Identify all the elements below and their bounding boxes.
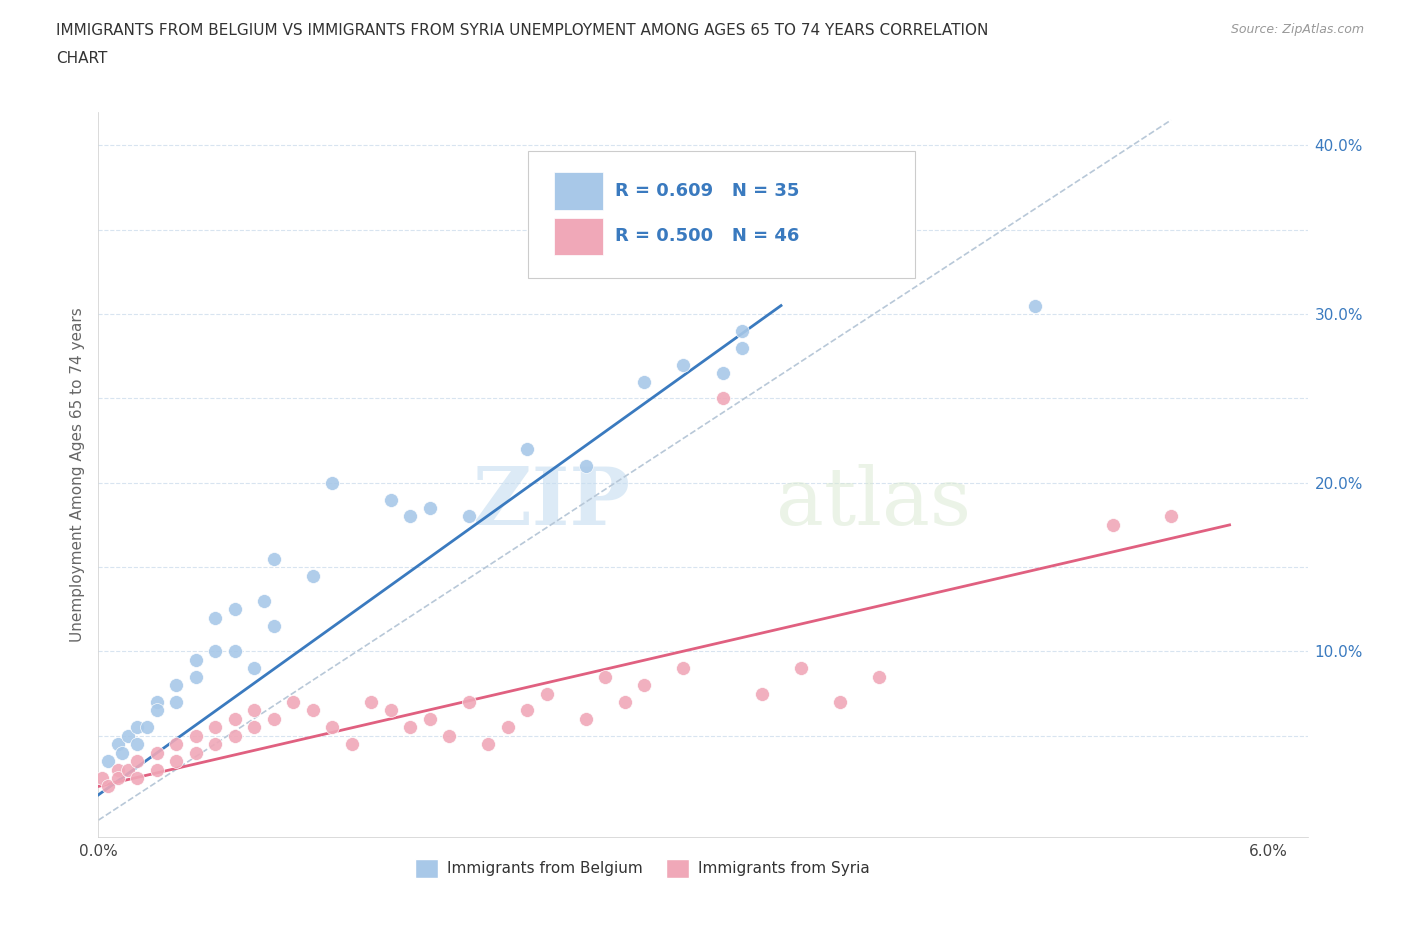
FancyBboxPatch shape	[554, 172, 603, 209]
Point	[263, 711, 285, 726]
Point	[117, 762, 139, 777]
Point	[575, 711, 598, 726]
Text: atlas: atlas	[776, 464, 970, 542]
FancyBboxPatch shape	[554, 218, 603, 255]
Point	[243, 661, 266, 676]
Point	[146, 762, 169, 777]
Point	[224, 644, 246, 658]
Point	[458, 695, 481, 710]
Point	[243, 720, 266, 735]
Point	[321, 720, 343, 735]
Point	[477, 737, 499, 751]
Point	[111, 745, 134, 760]
Point	[614, 695, 637, 710]
Point	[731, 324, 754, 339]
Point	[1024, 299, 1046, 313]
Point	[204, 720, 226, 735]
Point	[633, 678, 655, 693]
Point	[107, 762, 129, 777]
Point	[224, 728, 246, 743]
Point	[127, 720, 149, 735]
Point	[165, 678, 187, 693]
Point	[828, 695, 851, 710]
Text: ZIP: ZIP	[474, 464, 630, 542]
Point	[204, 644, 226, 658]
Text: Source: ZipAtlas.com: Source: ZipAtlas.com	[1230, 23, 1364, 36]
Point	[165, 695, 187, 710]
Point	[184, 670, 207, 684]
Point	[419, 500, 441, 515]
Point	[595, 670, 617, 684]
Point	[380, 703, 402, 718]
Point	[165, 753, 187, 768]
Point	[107, 771, 129, 786]
Point	[146, 703, 169, 718]
Point	[731, 340, 754, 355]
Point	[321, 475, 343, 490]
Text: CHART: CHART	[56, 51, 108, 66]
Point	[1160, 509, 1182, 524]
Point	[302, 703, 325, 718]
Point	[263, 551, 285, 566]
Point	[399, 720, 422, 735]
Point	[711, 365, 734, 380]
Point	[97, 753, 120, 768]
Point	[127, 771, 149, 786]
Point	[146, 745, 169, 760]
Point	[283, 695, 305, 710]
Text: R = 0.609   N = 35: R = 0.609 N = 35	[614, 181, 799, 200]
Point	[117, 728, 139, 743]
Point	[575, 458, 598, 473]
Point	[184, 653, 207, 668]
Point	[439, 728, 461, 743]
Point	[672, 661, 695, 676]
Point	[224, 602, 246, 617]
Legend: Immigrants from Belgium, Immigrants from Syria: Immigrants from Belgium, Immigrants from…	[409, 853, 876, 884]
Point	[136, 720, 159, 735]
Point	[302, 568, 325, 583]
Point	[243, 703, 266, 718]
Point	[458, 509, 481, 524]
Y-axis label: Unemployment Among Ages 65 to 74 years: Unemployment Among Ages 65 to 74 years	[69, 307, 84, 642]
Point	[360, 695, 382, 710]
Point	[263, 618, 285, 633]
Point	[672, 357, 695, 372]
Point	[204, 737, 226, 751]
Point	[751, 686, 773, 701]
Text: R = 0.500   N = 46: R = 0.500 N = 46	[614, 227, 799, 246]
Point	[789, 661, 811, 676]
Point	[97, 779, 120, 794]
Point	[419, 711, 441, 726]
Point	[536, 686, 558, 701]
Point	[868, 670, 890, 684]
FancyBboxPatch shape	[527, 152, 915, 278]
Point	[184, 745, 207, 760]
Point	[516, 703, 538, 718]
Point	[253, 593, 276, 608]
Point	[165, 737, 187, 751]
Point	[184, 728, 207, 743]
Point	[496, 720, 519, 735]
Point	[127, 737, 149, 751]
Point	[380, 492, 402, 507]
Point	[516, 442, 538, 457]
Point	[107, 737, 129, 751]
Point	[633, 374, 655, 389]
Point	[399, 509, 422, 524]
Text: IMMIGRANTS FROM BELGIUM VS IMMIGRANTS FROM SYRIA UNEMPLOYMENT AMONG AGES 65 TO 7: IMMIGRANTS FROM BELGIUM VS IMMIGRANTS FR…	[56, 23, 988, 38]
Point	[204, 610, 226, 625]
Point	[224, 711, 246, 726]
Point	[127, 753, 149, 768]
Point	[146, 695, 169, 710]
Point	[91, 771, 114, 786]
Point	[1101, 517, 1123, 532]
Point	[711, 391, 734, 405]
Point	[340, 737, 363, 751]
